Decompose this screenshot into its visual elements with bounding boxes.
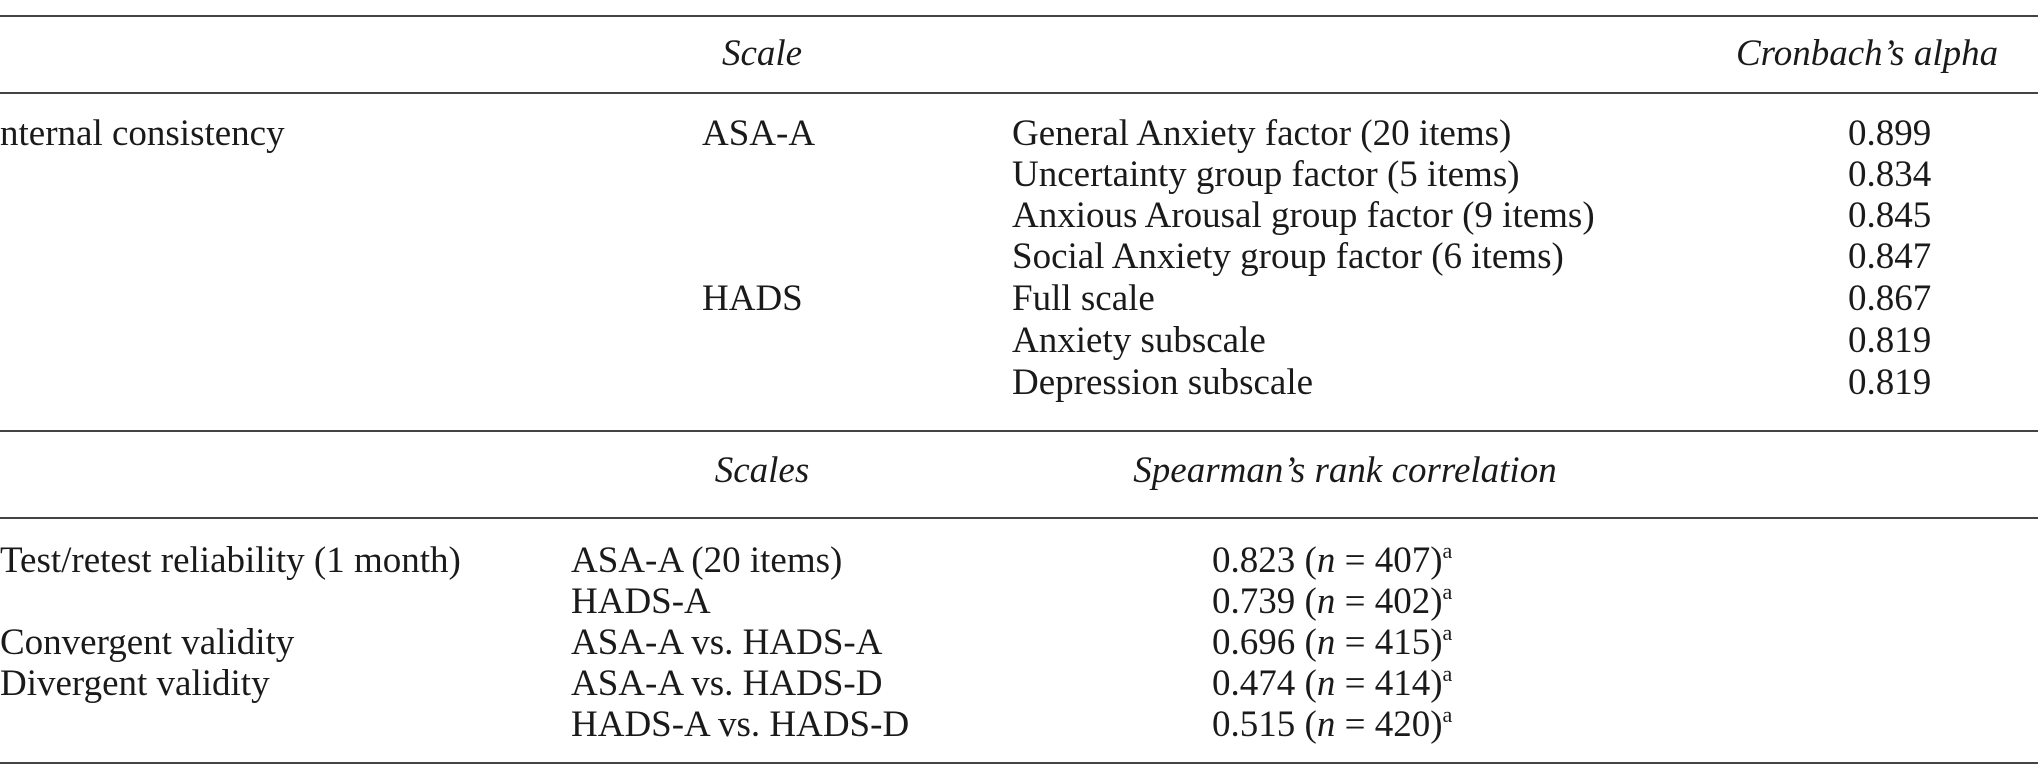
factor-general-anxiety: General Anxiety factor (20 items) (1012, 113, 1512, 154)
label-divergent-validity: Divergent validity (0, 663, 270, 704)
header-scale: Scale (721, 33, 803, 74)
spearman-value: 0.474 (n = 414)a (1212, 661, 1453, 704)
spearman-value: 0.739 (n = 402)a (1212, 579, 1453, 622)
label-convergent-validity: Convergent validity (0, 622, 295, 663)
header2-bottom-rule (0, 517, 2038, 519)
alpha-general-anxiety: 0.899 (1848, 113, 1932, 154)
factor-anxious-arousal: Anxious Arousal group factor (9 items) (1012, 195, 1595, 236)
factor-anxiety-subscale: Anxiety subscale (1012, 320, 1266, 361)
header-cronbach-alpha: Cronbach’s alpha (1736, 33, 1999, 74)
alpha-anxiety-subscale: 0.819 (1848, 320, 1932, 361)
scales-asa-a-vs-hads-a: ASA-A vs. HADS-A (571, 622, 883, 663)
factor-uncertainty: Uncertainty group factor (5 items) (1012, 154, 1520, 195)
table-bottom-rule (0, 762, 2038, 764)
factor-social-anxiety: Social Anxiety group factor (6 items) (1012, 236, 1564, 277)
factor-full-scale: Full scale (1012, 278, 1155, 319)
header-spearman: Spearman’s rank correlation (1133, 450, 1557, 491)
section-divider-rule (0, 430, 2038, 432)
internal-consistency-label: nternal consistency (0, 113, 285, 154)
alpha-anxious-arousal: 0.845 (1848, 195, 1932, 236)
scales-asa-a-20: ASA-A (20 items) (571, 540, 843, 581)
label-test-retest: Test/retest reliability (1 month) (0, 540, 461, 581)
factor-depression-subscale: Depression subscale (1012, 362, 1314, 403)
scale-hads: HADS (702, 278, 803, 319)
scales-hads-a-vs-hads-d: HADS-A vs. HADS-D (571, 704, 910, 745)
scales-hads-a: HADS-A (571, 581, 711, 622)
scales-asa-a-vs-hads-d: ASA-A vs. HADS-D (571, 663, 883, 704)
header1-bottom-rule (0, 92, 2038, 94)
header-scales: Scales (714, 450, 810, 491)
alpha-uncertainty: 0.834 (1848, 154, 1932, 195)
alpha-social-anxiety: 0.847 (1848, 236, 1932, 277)
alpha-depression-subscale: 0.819 (1848, 362, 1932, 403)
spearman-value: 0.515 (n = 420)a (1212, 702, 1453, 745)
table-top-rule (0, 15, 2038, 17)
spearman-value: 0.823 (n = 407)a (1212, 538, 1453, 581)
spearman-value: 0.696 (n = 415)a (1212, 620, 1453, 663)
scale-asa-a: ASA-A (702, 113, 816, 154)
alpha-full-scale: 0.867 (1848, 278, 1932, 319)
